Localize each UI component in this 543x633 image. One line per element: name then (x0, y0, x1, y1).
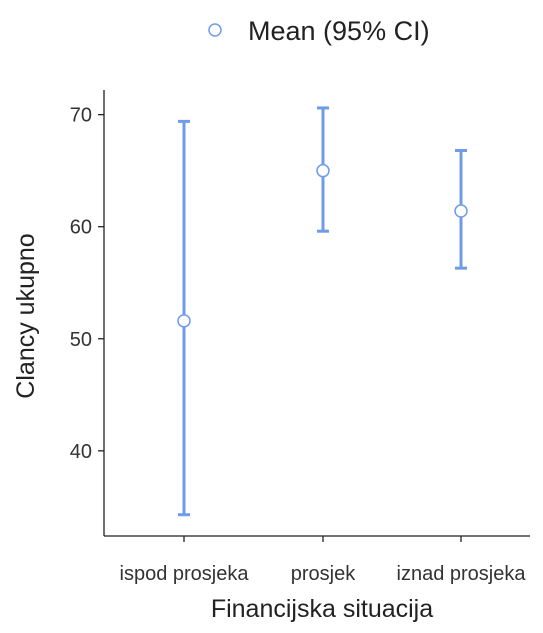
x-tick-label-0: ispod prosjeka (120, 563, 250, 585)
y-axis-title: Clancy ukupno (12, 233, 40, 398)
mean-point-1 (316, 163, 330, 178)
mean-point-0 (177, 314, 191, 328)
x-axis-title: Financijska situacija (211, 595, 433, 623)
y-tick-label-3: 70 (70, 105, 92, 127)
legend-label: Mean (95% CI) (248, 16, 430, 46)
y-tick-label-0: 40 (70, 441, 92, 463)
x-tick-label-1: prosjek (291, 563, 356, 585)
y-tick-label-1: 50 (70, 329, 92, 351)
y-tick-label-2: 60 (70, 217, 92, 239)
mean-point-2 (454, 204, 468, 218)
legend-marker (208, 23, 222, 37)
plot-area: 40 50 60 70 ispod prosjeka prosjek iznad prosj… (70, 90, 530, 585)
legend: Mean (95% CI) (208, 16, 430, 46)
x-tick-label-2: iznad prosjeka (397, 563, 527, 585)
